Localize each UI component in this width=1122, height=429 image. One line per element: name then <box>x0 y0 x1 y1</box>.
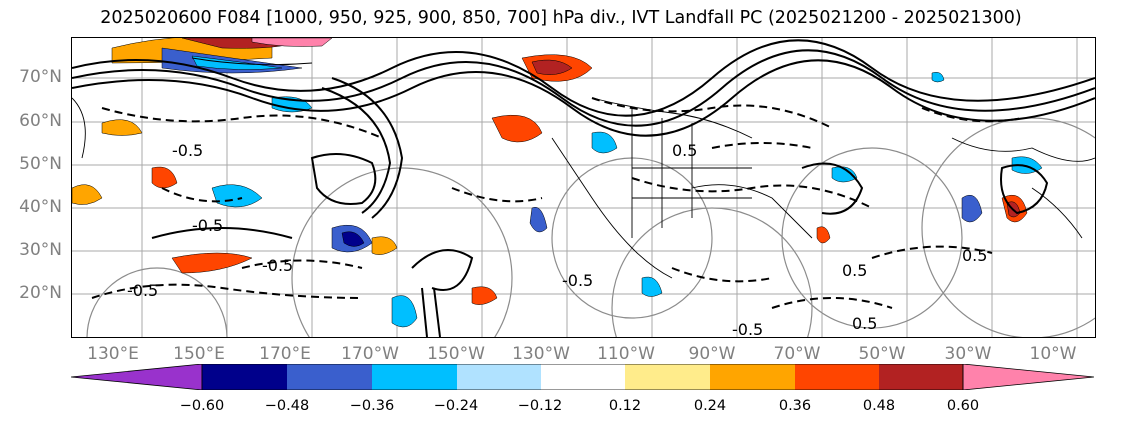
colorbar-extend-left <box>71 364 203 390</box>
figure-title: 2025020600 F084 [1000, 950, 925, 900, 85… <box>100 8 1022 28</box>
shading-positive <box>72 38 1028 305</box>
colorbar-segment <box>287 364 372 390</box>
colorbar-tick-label: 0.12 <box>608 398 642 414</box>
lon-label-50w: 50°W <box>858 344 906 364</box>
colorbar-segment <box>795 364 879 390</box>
lat-label-20n: 20°N <box>19 283 62 303</box>
colorbar-tick-label: −0.48 <box>264 398 310 414</box>
lon-label-70w: 70°W <box>773 344 821 364</box>
map-canvas: -0.5 0.5 -0.5 -0.5 -0.5 0.5 -0.5 0.5 -0.… <box>72 38 1095 337</box>
lon-label-10w: 10°W <box>1029 344 1077 364</box>
lon-label-90w: 90°W <box>688 344 736 364</box>
contour-label: -0.5 <box>262 256 293 275</box>
lon-label-150w: 150°W <box>427 344 485 364</box>
lat-label-60n: 60°N <box>19 111 62 131</box>
contours-dashed <box>91 97 1023 309</box>
colorbar-segment <box>372 364 457 390</box>
contour-label: 0.5 <box>842 261 867 280</box>
coastlines <box>72 57 1095 279</box>
colorbar-segment <box>202 364 287 390</box>
colorbar-extend-right <box>962 364 1094 390</box>
graticule <box>72 38 1095 337</box>
contour-label: 0.5 <box>852 314 877 333</box>
colorbar-segment <box>879 364 963 390</box>
lat-label-50n: 50°N <box>19 154 62 174</box>
colorbar-segment <box>710 364 795 390</box>
colorbar-tick-label: −0.60 <box>179 398 225 414</box>
lon-label-130e: 130°E <box>87 344 139 364</box>
contour-label: -0.5 <box>127 281 158 300</box>
colorbar-tick-label: 0.24 <box>693 398 727 414</box>
lon-label-110w: 110°W <box>597 344 655 364</box>
map-panel: -0.5 0.5 -0.5 -0.5 -0.5 0.5 -0.5 0.5 -0.… <box>71 37 1096 338</box>
colorbar-tick-label: 0.60 <box>946 398 980 414</box>
colorbar <box>71 364 1094 390</box>
contours-solid <box>72 39 1095 337</box>
lon-label-30w: 30°W <box>944 344 992 364</box>
colorbar-tick-label: −0.12 <box>517 398 563 414</box>
lon-label-170e: 170°E <box>259 344 311 364</box>
range-rings <box>86 117 1095 337</box>
lat-label-40n: 40°N <box>19 197 62 217</box>
contour-label: 0.5 <box>962 246 987 265</box>
contour-label: -0.5 <box>192 216 223 235</box>
contour-label: -0.5 <box>172 141 203 160</box>
colorbar-segment <box>625 364 710 390</box>
contour-label: -0.5 <box>732 320 763 337</box>
lon-label-150e: 150°E <box>173 344 225 364</box>
lon-label-170w: 170°W <box>341 344 399 364</box>
shading-negative <box>161 47 1043 328</box>
colorbar-tick-label: 0.36 <box>778 398 812 414</box>
colorbar-segment <box>541 364 625 390</box>
lat-label-70n: 70°N <box>19 67 62 87</box>
colorbar-tick-label: 0.48 <box>862 398 896 414</box>
colorbar-tick-label: −0.36 <box>349 398 395 414</box>
colorbar-segment <box>457 364 541 390</box>
colorbar-tick-label: −0.24 <box>433 398 479 414</box>
contour-label: -0.5 <box>562 271 593 290</box>
contour-label: 0.5 <box>672 141 697 160</box>
lon-label-130w: 130°W <box>512 344 570 364</box>
lat-label-30n: 30°N <box>19 240 62 260</box>
